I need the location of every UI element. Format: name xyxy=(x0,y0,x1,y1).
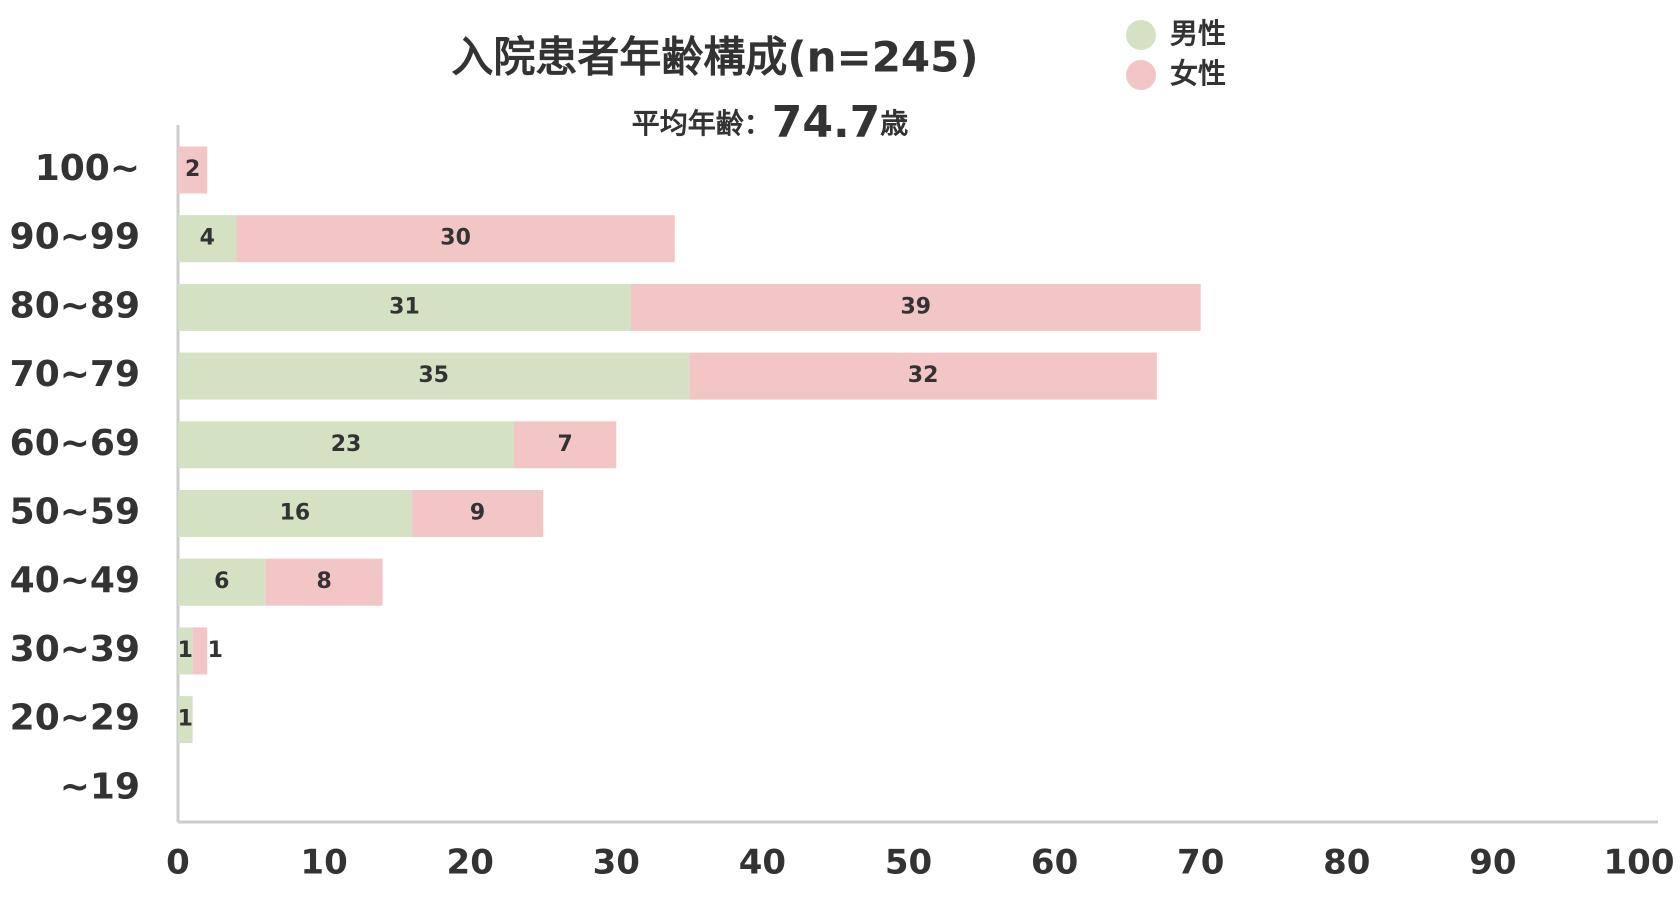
y-tick-label: 20~29 xyxy=(10,698,140,739)
chart-title: 入院患者年齢構成(n=245) xyxy=(451,33,978,82)
x-tick-label: 60 xyxy=(1031,843,1078,883)
mean-age: 74.7 xyxy=(772,97,881,148)
data-label: 7 xyxy=(558,432,573,457)
bar-segment xyxy=(178,283,631,331)
x-tick-label: 10 xyxy=(300,843,347,883)
bar-segment xyxy=(630,283,1201,331)
legend-marker xyxy=(1126,20,1156,50)
bar-segment xyxy=(178,627,193,675)
bar-segment xyxy=(178,146,208,194)
x-tick-label: 30 xyxy=(593,843,640,883)
y-tick-label: 60~69 xyxy=(10,423,140,464)
data-label: 23 xyxy=(331,432,362,457)
y-tick-label: 90~99 xyxy=(10,217,140,258)
y-tick-label: 40~49 xyxy=(10,560,140,601)
data-label: 1 xyxy=(178,707,193,732)
data-label: 31 xyxy=(389,294,420,319)
y-tick-label: 50~59 xyxy=(10,492,140,533)
bar-segment xyxy=(265,558,383,606)
y-tick-label: 100~ xyxy=(35,148,140,189)
bar-segment xyxy=(178,696,193,744)
data-label: 1 xyxy=(208,638,223,663)
bar-segment xyxy=(192,627,208,675)
x-tick-label: 0 xyxy=(166,843,190,883)
y-tick-label: 30~39 xyxy=(10,629,140,670)
subtitle-label: 平均年齢： xyxy=(632,107,772,140)
data-label: 4 xyxy=(200,226,215,251)
data-label: 8 xyxy=(316,569,331,594)
y-tick-label: ~19 xyxy=(60,766,140,807)
bar-segment xyxy=(178,215,237,263)
x-tick-label: 40 xyxy=(739,843,786,883)
chart-subtitle: 平均年齢：74.7歳 xyxy=(632,97,909,148)
bar-segment xyxy=(178,490,412,537)
x-tick-label: 90 xyxy=(1469,843,1516,883)
x-tick-label: 100 xyxy=(1604,843,1675,883)
data-label: 2 xyxy=(185,157,200,182)
bar-segment xyxy=(178,558,266,606)
bar-segment xyxy=(178,352,690,400)
x-tick-label: 20 xyxy=(447,843,494,883)
x-tick-label: 50 xyxy=(885,843,932,883)
bar-segment xyxy=(178,421,515,469)
data-label: 32 xyxy=(908,363,939,388)
bar-segment xyxy=(689,352,1157,400)
legend-marker xyxy=(1126,60,1156,90)
data-label: 6 xyxy=(214,569,229,594)
bar-segment xyxy=(514,421,617,469)
data-label: 1 xyxy=(178,638,193,663)
x-tick-label: 70 xyxy=(1177,843,1224,883)
y-tick-label: 70~79 xyxy=(10,354,140,395)
mean-age-unit: 歳 xyxy=(880,107,908,140)
data-label: 9 xyxy=(470,501,485,526)
x-tick-label: 80 xyxy=(1323,843,1370,883)
data-label: 16 xyxy=(280,501,311,526)
data-label: 39 xyxy=(900,294,931,319)
legend-label: 男性 xyxy=(1170,17,1226,50)
data-label: 35 xyxy=(418,363,449,388)
data-label: 30 xyxy=(440,226,471,251)
y-tick-label: 80~89 xyxy=(10,285,140,326)
bar-segment xyxy=(411,490,544,537)
legend-label: 女性 xyxy=(1170,57,1226,90)
bar-segment xyxy=(236,215,675,263)
